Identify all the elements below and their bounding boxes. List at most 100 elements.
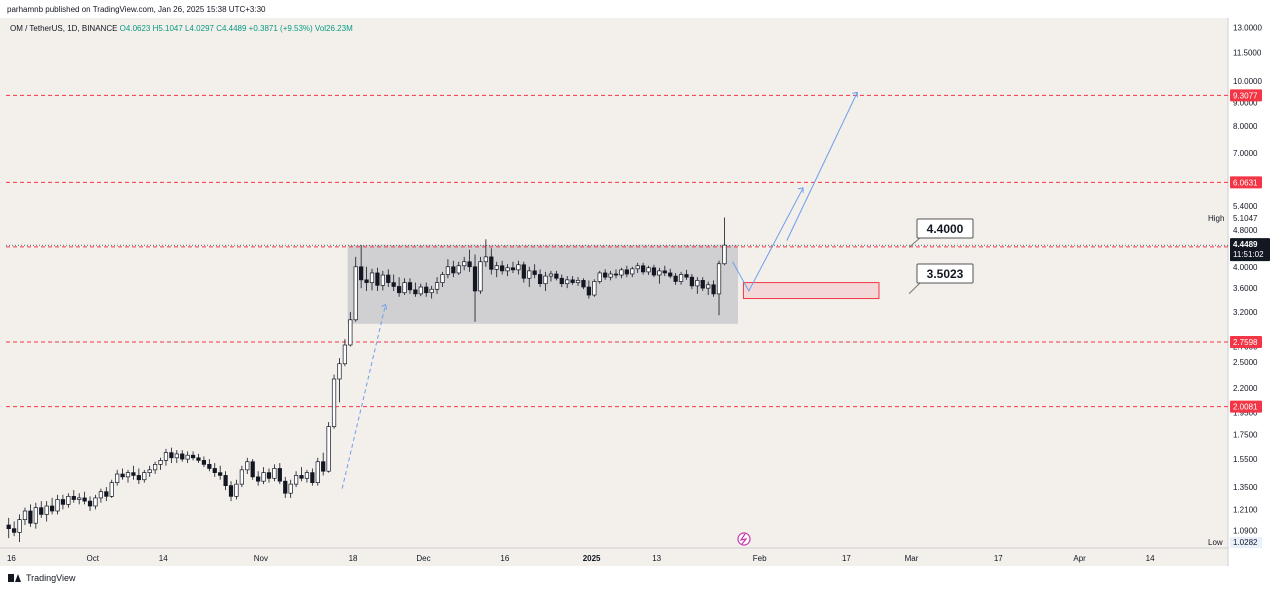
candle-111 bbox=[608, 270, 613, 281]
candle-7 bbox=[44, 501, 49, 522]
candle-body-62 bbox=[342, 344, 348, 365]
candle-31 bbox=[174, 450, 179, 464]
candle-body-57 bbox=[315, 461, 320, 484]
candle-48 bbox=[266, 468, 272, 483]
candle-body-95 bbox=[521, 264, 526, 279]
candle-12 bbox=[71, 490, 76, 503]
x-tick-label-14: 14 bbox=[1146, 554, 1155, 563]
candle-body-30 bbox=[169, 452, 174, 459]
candle-body-117 bbox=[640, 265, 646, 273]
candle-100 bbox=[548, 270, 554, 282]
candle-body-29 bbox=[163, 452, 169, 461]
candle-42 bbox=[234, 479, 239, 500]
candle-body-132 bbox=[722, 244, 727, 265]
candle-36 bbox=[201, 456, 207, 468]
candle-body-65 bbox=[359, 266, 364, 281]
level-tag-label-0: 9.3077 bbox=[1233, 91, 1258, 100]
candle-80 bbox=[440, 271, 445, 288]
y-tick-label-10: 3.6000 bbox=[1233, 284, 1258, 293]
x-tick-label-11: Mar bbox=[905, 554, 919, 563]
candle-body-44 bbox=[245, 461, 250, 471]
candle-body-83 bbox=[456, 265, 461, 274]
candle-body-110 bbox=[603, 272, 608, 278]
candle-20 bbox=[115, 469, 120, 486]
publisher-bar: parhamnb published on TradingView.com, J… bbox=[0, 0, 1280, 18]
candle-body-96 bbox=[527, 270, 532, 279]
y-tick-label-11: 3.2000 bbox=[1233, 308, 1258, 317]
candle-body-18 bbox=[104, 491, 109, 497]
candle-104 bbox=[570, 276, 575, 285]
candle-body-58 bbox=[321, 461, 326, 472]
candle-64 bbox=[353, 256, 358, 322]
candle-body-78 bbox=[429, 288, 434, 294]
last-price-tag-bg bbox=[1230, 238, 1270, 262]
support-zone-box bbox=[742, 282, 880, 300]
candle-19 bbox=[109, 479, 114, 498]
candle-body-71 bbox=[391, 282, 396, 287]
candle-body-13 bbox=[77, 497, 82, 500]
candle-113 bbox=[619, 267, 624, 279]
candle-body-24 bbox=[136, 475, 141, 481]
candle-body-17 bbox=[98, 491, 104, 499]
candle-85 bbox=[467, 249, 472, 272]
candle-body-28 bbox=[158, 460, 163, 465]
candle-body-55 bbox=[304, 472, 310, 479]
candle-88 bbox=[483, 239, 488, 267]
price-axis-background bbox=[1228, 18, 1280, 566]
projection-arrow-head-2 bbox=[852, 91, 858, 98]
candle-body-10 bbox=[60, 499, 66, 505]
candle-body-124 bbox=[678, 274, 684, 282]
candle-body-98 bbox=[537, 274, 543, 285]
candle-54 bbox=[299, 467, 304, 482]
level-tag-bg-4 bbox=[1230, 400, 1262, 413]
candle-78 bbox=[429, 285, 434, 299]
candle-body-7 bbox=[44, 505, 49, 515]
candle-body-47 bbox=[261, 472, 266, 482]
candle-body-118 bbox=[646, 267, 651, 273]
candle-108 bbox=[592, 279, 597, 297]
candle-body-91 bbox=[500, 265, 505, 272]
candle-body-31 bbox=[174, 453, 179, 459]
candle-59 bbox=[326, 422, 331, 473]
low-label: Low bbox=[1208, 538, 1223, 547]
candle-body-3 bbox=[22, 510, 28, 520]
candle-105 bbox=[575, 277, 581, 286]
candle-102 bbox=[559, 274, 564, 288]
y-tick-label-17: 1.5500 bbox=[1233, 455, 1258, 464]
candle-84 bbox=[462, 256, 467, 271]
callout-1: 3.5023 bbox=[908, 263, 974, 295]
candle-body-14 bbox=[82, 497, 87, 502]
callout-0: 4.4000 bbox=[908, 218, 974, 248]
candle-4 bbox=[28, 504, 33, 527]
level-tag-bg-1 bbox=[1230, 176, 1262, 189]
candle-body-56 bbox=[310, 472, 315, 484]
candle-body-97 bbox=[532, 270, 537, 275]
candle-body-60 bbox=[331, 378, 337, 427]
candle-13 bbox=[77, 493, 82, 505]
candle-body-108 bbox=[592, 281, 597, 296]
candle-123 bbox=[673, 272, 678, 285]
ohlc-line: O4.0623 H5.1047 L4.0297 C4.4489 +0.3871 … bbox=[120, 24, 353, 33]
candle-body-48 bbox=[266, 472, 272, 479]
candle-61 bbox=[337, 358, 342, 403]
candle-body-114 bbox=[624, 269, 629, 275]
candle-body-128 bbox=[700, 280, 705, 289]
candle-3 bbox=[22, 507, 28, 526]
candle-body-67 bbox=[369, 272, 375, 283]
candle-22 bbox=[125, 469, 131, 483]
candle-124 bbox=[678, 271, 684, 285]
candle-body-125 bbox=[684, 274, 689, 278]
candle-body-59 bbox=[326, 426, 331, 472]
candle-body-23 bbox=[131, 472, 136, 476]
candle-body-131 bbox=[716, 263, 722, 295]
candle-body-4 bbox=[28, 510, 33, 524]
candle-52 bbox=[288, 479, 293, 498]
candle-body-33 bbox=[185, 454, 190, 460]
candle-body-121 bbox=[662, 270, 667, 274]
events-icon bbox=[737, 532, 751, 546]
candle-34 bbox=[190, 451, 196, 461]
candle-74 bbox=[407, 278, 413, 294]
candle-110 bbox=[603, 269, 608, 280]
bar-countdown: 11:51:02 bbox=[1233, 250, 1264, 259]
